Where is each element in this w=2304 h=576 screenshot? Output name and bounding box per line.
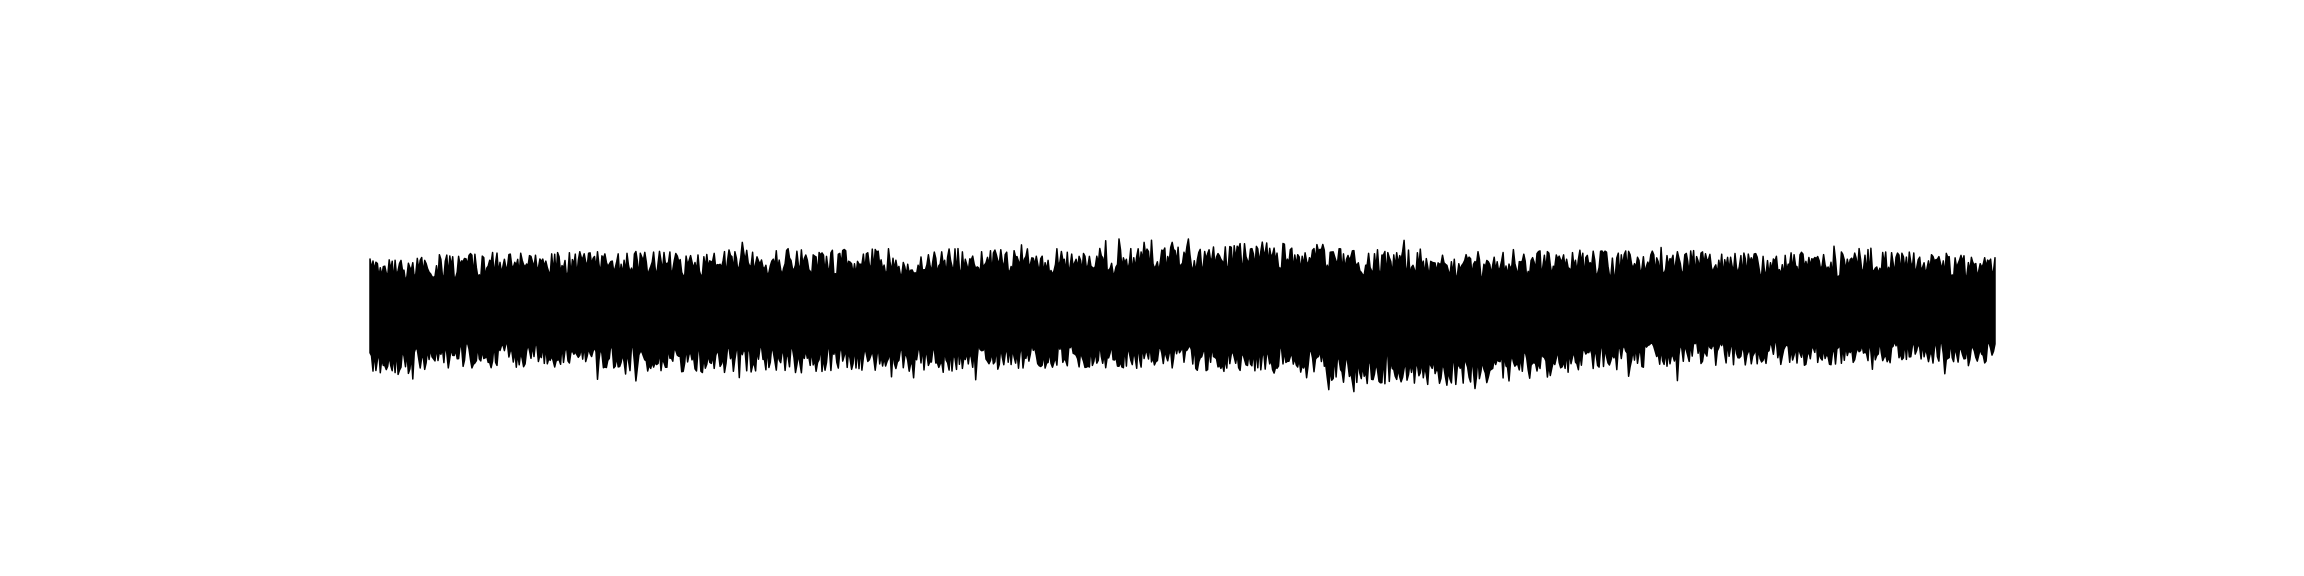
waveform-series-0	[369, 238, 1996, 393]
series-layer	[369, 238, 1996, 393]
